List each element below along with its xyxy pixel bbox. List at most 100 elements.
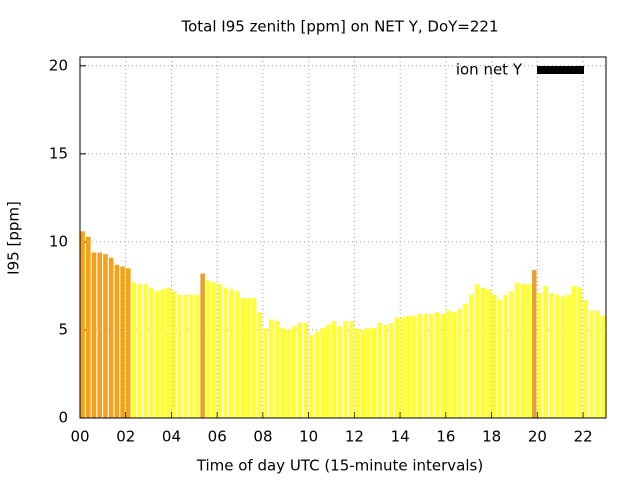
bar [297, 322, 303, 418]
bar [320, 328, 325, 418]
y-axis-label: I95 [ppm] [5, 201, 23, 275]
bar [394, 317, 400, 418]
bar [417, 314, 423, 418]
bar [577, 287, 583, 418]
bar [389, 322, 394, 418]
bar [183, 294, 188, 418]
bar [228, 289, 234, 418]
bar [354, 328, 360, 418]
bar [503, 294, 508, 418]
bar [377, 322, 383, 418]
bar [263, 328, 268, 418]
bar [137, 284, 143, 418]
bar [331, 321, 337, 418]
bar [474, 284, 480, 418]
bar [434, 312, 440, 418]
bar [234, 291, 240, 418]
y-tick-label: 10 [49, 232, 68, 250]
bar [349, 321, 354, 418]
bar [549, 292, 554, 418]
x-tick-label: 06 [208, 428, 227, 446]
bar [411, 315, 417, 418]
bar [406, 315, 411, 418]
bar [103, 254, 108, 418]
bar [554, 294, 560, 418]
bar [194, 294, 200, 418]
bar [371, 328, 377, 418]
y-tick-label: 0 [58, 409, 68, 427]
x-tick-label: 02 [116, 428, 135, 446]
bar [211, 282, 217, 418]
x-tick-label: 18 [482, 428, 501, 446]
bar [429, 314, 434, 418]
x-tick-label: 00 [70, 428, 89, 446]
bar [131, 282, 137, 418]
bar [594, 310, 600, 418]
bar [400, 317, 406, 418]
bar [308, 335, 314, 418]
x-tick-label: 04 [162, 428, 181, 446]
bar [166, 287, 171, 418]
bar [240, 298, 245, 418]
bar [469, 294, 474, 418]
bar [80, 231, 85, 418]
bar [171, 291, 177, 418]
bar [246, 298, 251, 418]
bar [126, 268, 131, 418]
x-tick-label: 08 [253, 428, 272, 446]
legend-label: ion net Y [456, 61, 523, 79]
bar [148, 287, 154, 418]
bar [571, 285, 577, 418]
bar [143, 284, 148, 418]
bar [383, 324, 388, 418]
bar [257, 312, 263, 418]
bar [514, 282, 520, 418]
bar [543, 285, 548, 418]
bar [589, 310, 594, 418]
legend-swatch [537, 66, 584, 74]
bar [91, 252, 97, 418]
bar [600, 315, 606, 418]
bar [560, 296, 566, 418]
bar [188, 294, 194, 418]
bar [291, 326, 297, 418]
bar [446, 310, 451, 418]
bar [108, 257, 114, 418]
bar [286, 329, 291, 418]
bar [177, 294, 183, 418]
y-tick-label: 5 [58, 320, 68, 338]
bar [583, 300, 588, 418]
x-axis-label: Time of day UTC (15-minute intervals) [196, 457, 483, 475]
x-tick-label: 10 [299, 428, 318, 446]
x-tick-label: 12 [345, 428, 364, 446]
bar [206, 280, 211, 418]
bar [566, 294, 571, 418]
bar [97, 252, 103, 418]
bar [86, 236, 91, 418]
bar [114, 264, 120, 418]
bar [457, 308, 463, 418]
bar [274, 321, 280, 418]
bar [451, 312, 457, 418]
bar [531, 270, 537, 418]
bar [366, 328, 371, 418]
bar [160, 289, 165, 418]
bar [423, 314, 428, 418]
bar [217, 284, 223, 418]
y-tick-label: 20 [49, 56, 68, 74]
bar [509, 291, 514, 418]
x-tick-label: 14 [391, 428, 410, 446]
bar [251, 298, 257, 418]
y-tick-label: 15 [49, 144, 68, 162]
bar [223, 287, 228, 418]
x-tick-label: 22 [574, 428, 593, 446]
bar [360, 329, 366, 418]
bar [303, 322, 308, 418]
bar [520, 284, 526, 418]
chart-title: Total I95 zenith [ppm] on NET Y, DoY=221 [180, 18, 498, 36]
bar [463, 303, 468, 418]
bar [326, 324, 331, 418]
bar [497, 300, 503, 418]
bar [314, 331, 320, 418]
plot-frame [79, 56, 607, 419]
